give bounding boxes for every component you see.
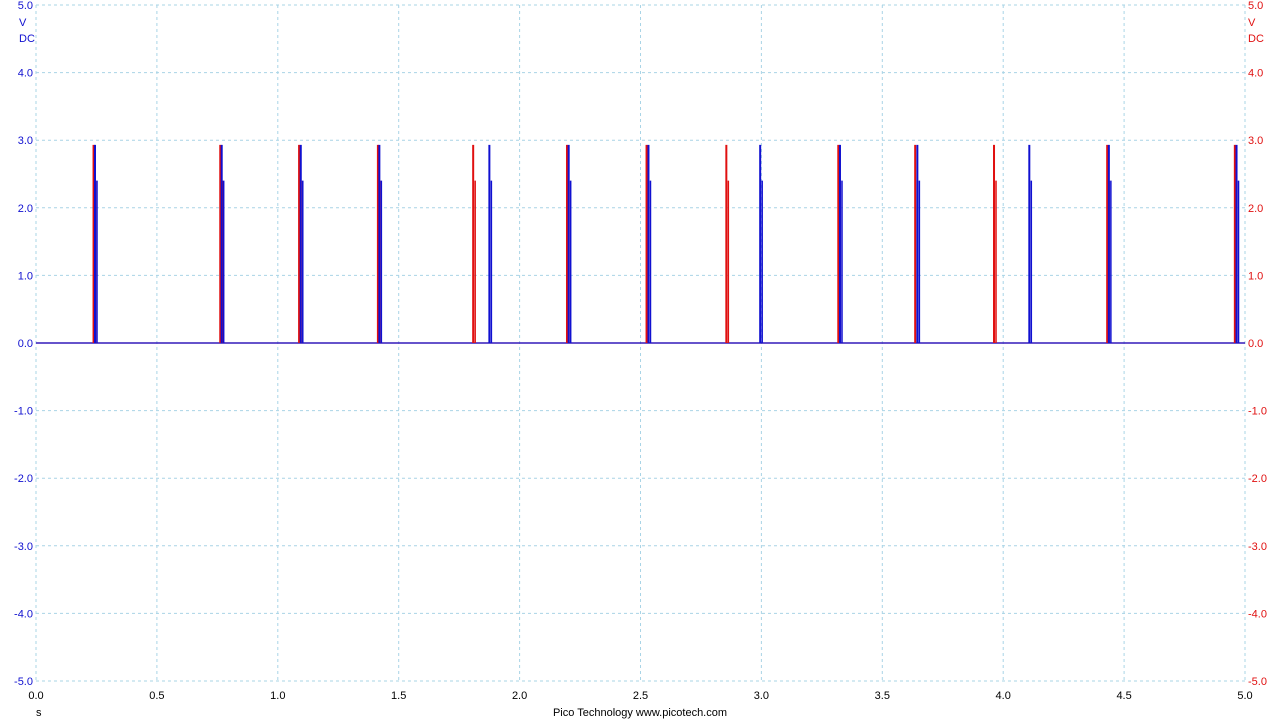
x-tick-label: 0.0 xyxy=(28,690,43,702)
left-tick-label: 2.0 xyxy=(18,203,33,215)
x-tick-label: 4.5 xyxy=(1116,690,1131,702)
right-tick-label: 2.0 xyxy=(1248,203,1263,215)
left-tick-label: -1.0 xyxy=(14,406,33,418)
right-tick-label: -5.0 xyxy=(1248,676,1267,688)
left-axis-unit: V xyxy=(19,17,27,29)
left-tick-label: 4.0 xyxy=(18,68,33,80)
x-tick-label: 2.0 xyxy=(512,690,527,702)
left-tick-label: -2.0 xyxy=(14,473,33,485)
right-tick-label: 0.0 xyxy=(1248,338,1263,350)
x-axis-unit: s xyxy=(36,707,42,719)
left-tick-label: 1.0 xyxy=(18,270,33,282)
right-axis-unit: V xyxy=(1248,17,1256,29)
left-axis-coupling: DC xyxy=(19,33,35,45)
left-tick-label: 0.0 xyxy=(18,338,33,350)
x-tick-label: 1.5 xyxy=(391,690,406,702)
left-tick-label: 3.0 xyxy=(18,135,33,147)
right-tick-label: -4.0 xyxy=(1248,608,1267,620)
x-tick-label: 5.0 xyxy=(1237,690,1252,702)
left-tick-label: 5.0 xyxy=(18,0,33,12)
left-y-axis: 5.0 4.0 3.0 2.0 1.0 0.0 -1.0 -2.0 -3.0 -4.0 -5.0 VD… xyxy=(14,0,35,688)
x-tick-label: 3.0 xyxy=(754,690,769,702)
x-tick-label: 1.0 xyxy=(270,690,285,702)
right-tick-label: 1.0 xyxy=(1248,270,1263,282)
left-tick-label: -4.0 xyxy=(14,608,33,620)
right-axis-coupling: DC xyxy=(1248,33,1264,45)
right-y-axis: 5.0 4.0 3.0 2.0 1.0 0.0 -1.0 -2.0 -3.0 -4.0 -5.0 VD… xyxy=(1248,0,1267,688)
right-tick-label: 5.0 xyxy=(1248,0,1263,12)
right-tick-label: -1.0 xyxy=(1248,406,1267,418)
left-tick-label: -5.0 xyxy=(14,676,33,688)
x-tick-label: 0.5 xyxy=(149,690,164,702)
right-tick-label: -2.0 xyxy=(1248,473,1267,485)
signal-traces xyxy=(36,144,1245,344)
right-tick-label: 3.0 xyxy=(1248,135,1263,147)
footer-credit: Pico Technology www.picotech.com xyxy=(553,707,727,719)
x-tick-label: 4.0 xyxy=(996,690,1011,702)
left-tick-label: -3.0 xyxy=(14,541,33,553)
x-axis: 0.0 0.5 1.0 1.5 2.0 2.5 3.0 3.5 4.0 4.5 5.0 s xyxy=(28,690,1252,719)
x-tick-label: 3.5 xyxy=(875,690,890,702)
x-tick-label: 2.5 xyxy=(633,690,648,702)
right-tick-label: -3.0 xyxy=(1248,541,1267,553)
right-tick-label: 4.0 xyxy=(1248,68,1263,80)
